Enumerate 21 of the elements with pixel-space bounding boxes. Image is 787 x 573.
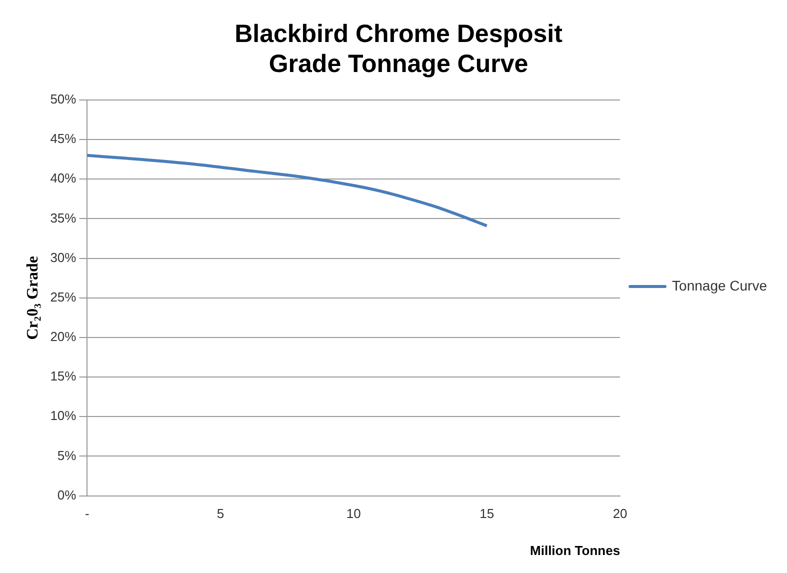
x-tick-label: 15 (480, 506, 494, 522)
y-tick-label: 0% (57, 487, 77, 502)
legend-label: Tonnage Curve (672, 277, 768, 294)
y-tick-label: 30% (50, 250, 77, 265)
y-tick-label: 15% (50, 368, 77, 384)
y-tick-label: 25% (50, 289, 77, 304)
x-axis-title: Million Tonnes (530, 542, 620, 558)
y-tick-label: 35% (50, 210, 77, 226)
y-axis-title: Cr₂0₃ Grade (24, 256, 42, 340)
line-series (87, 154, 488, 228)
x-tick-label: 5 (216, 506, 224, 522)
y-tick-label: 50% (50, 92, 77, 107)
chart-title: Blackbird Chrome Desposit Grade Tonnage Curve (234, 20, 564, 78)
x-tick-label: 10 (346, 506, 361, 522)
y-tick-label: 10% (50, 408, 77, 424)
y-tick-label: 20% (50, 329, 77, 344)
y-tick-label: 5% (57, 448, 77, 463)
x-tick-label: 20 (612, 506, 628, 522)
y-tick-label: 45% (50, 131, 77, 146)
y-tick-label: 40% (50, 170, 77, 186)
x-tick-label: - (85, 506, 90, 522)
